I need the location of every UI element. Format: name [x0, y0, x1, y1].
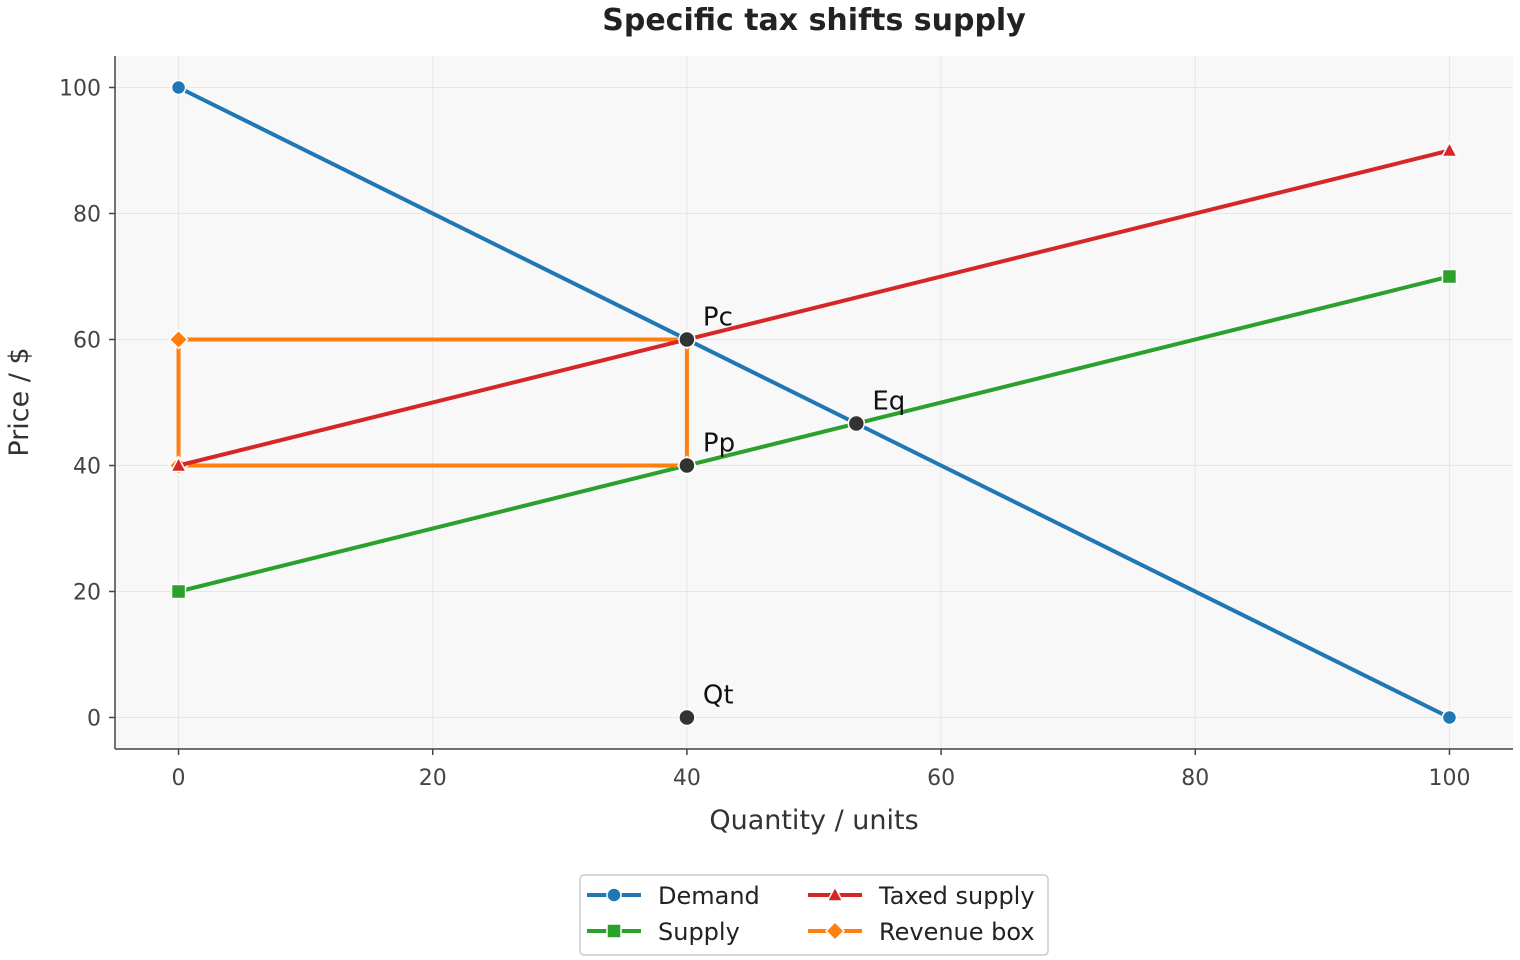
legend-box [579, 874, 1049, 956]
y-axis-label: Price / $ [4, 347, 35, 456]
y-tick-label: 20 [73, 581, 101, 606]
x-tick-label: 20 [419, 766, 447, 791]
y-tick-label: 0 [87, 707, 101, 732]
point-label-pc: Pc [703, 303, 733, 333]
series-line-supply [178, 274, 1450, 594]
point-label-eq: Eq [872, 386, 905, 416]
axes [114, 56, 1513, 750]
legend-label: Supply [658, 918, 740, 946]
y-tick-label: 100 [59, 77, 101, 102]
x-tick-label: 40 [673, 766, 701, 791]
legend-swatch-marker [824, 920, 846, 942]
x-tick-label: 80 [1181, 766, 1209, 791]
data-point-supply [1441, 268, 1458, 285]
annotated-points: Pc Pp Eq Qt [678, 303, 905, 727]
legend-swatch-marker [606, 923, 622, 939]
x-tick-label: 60 [927, 766, 955, 791]
legend-label: Taxed supply [878, 882, 1035, 910]
legend-item-demand: Demand [587, 882, 760, 910]
data-point-supply [170, 583, 187, 600]
point-label-pp: Pp [703, 429, 735, 459]
legend-swatch-marker [606, 887, 622, 903]
legend: Demand Supply Taxed supply Revenue box [579, 874, 1049, 956]
point-qt [678, 708, 696, 727]
legend-swatch-marker [826, 885, 844, 902]
series-demand [170, 79, 1458, 726]
ticks: 0 20 40 60 80 100 0 20 40 60 80 100 [59, 77, 1470, 792]
legend-item-revenue-box: Revenue box [808, 918, 1035, 946]
legend-item-supply: Supply [587, 918, 740, 946]
point-pp [678, 456, 696, 475]
data-point-taxed-supply [1440, 140, 1459, 158]
x-tick-label: 100 [1428, 766, 1470, 791]
y-tick-label: 60 [73, 329, 101, 354]
legend-label: Revenue box [879, 918, 1035, 946]
series-taxed-supply [169, 140, 1459, 473]
x-axis-label: Quantity / units [709, 805, 918, 836]
data-point-taxed-supply [169, 455, 188, 473]
x-tick-label: 0 [172, 766, 186, 791]
series-supply [170, 268, 1458, 600]
point-eq [847, 414, 866, 433]
y-tick-label: 80 [73, 203, 101, 228]
chart-title: Specific tax shifts supply [602, 3, 1026, 38]
point-label-qt: Qt [703, 681, 734, 711]
series-line-demand [177, 85, 1451, 720]
data-point-revenue-box [168, 329, 189, 350]
y-tick-label: 40 [73, 455, 101, 480]
legend-label: Demand [658, 882, 760, 910]
point-pc [678, 330, 696, 349]
legend-item-taxed-supply: Taxed supply [808, 882, 1035, 910]
series-line-taxed-supply [178, 148, 1450, 468]
data-point-demand [1441, 709, 1458, 726]
data-point-demand [170, 79, 187, 96]
